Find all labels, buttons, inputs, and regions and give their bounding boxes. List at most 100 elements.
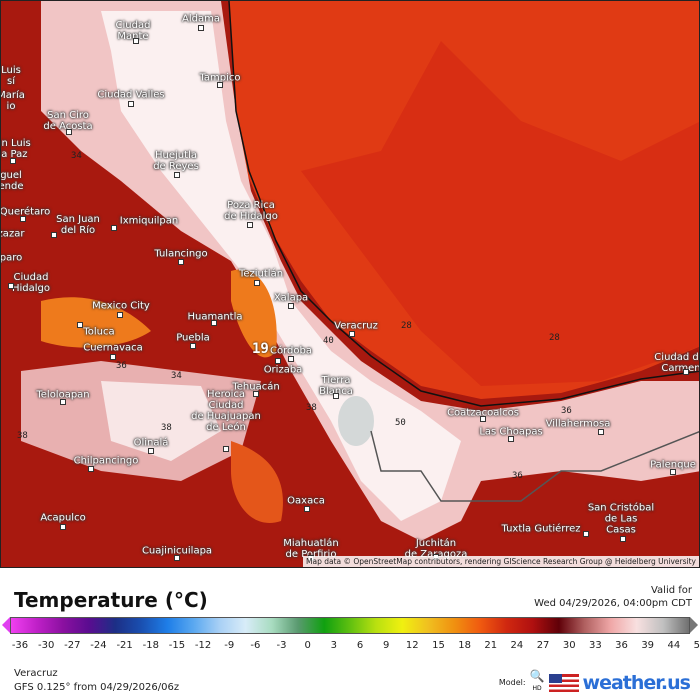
scale-tick-label: 36 (615, 640, 628, 651)
scale-tick-label: 9 (382, 640, 390, 651)
city-marker (253, 391, 259, 397)
city-marker (198, 25, 204, 31)
contour-label: 36 (116, 361, 127, 371)
city-label: Tierra Blanca (319, 375, 353, 397)
city-label: Las Choapas (479, 426, 543, 438)
city-marker (620, 536, 626, 542)
city-marker (683, 369, 689, 375)
city-label: Veracruz (334, 320, 378, 332)
scale-tick-label: 30 (562, 640, 576, 651)
city-marker (304, 506, 310, 512)
city-label: Juchitán de Zaragoza (404, 538, 468, 560)
us-flag-icon (548, 673, 579, 692)
city-label: Ciudad del Carmen (654, 352, 700, 374)
color-scale-ticks: -36 -30 -27 -24 -21 -18 -15 -12 -9 -6 -3 0 3 6 9 12 15 18… (10, 640, 700, 652)
legend-left-arrow (2, 617, 10, 633)
city-marker (88, 466, 94, 472)
city-label: Chilpancingo (73, 455, 139, 467)
city-label: Tuxtla Gutiérrez (501, 523, 581, 535)
city-marker (598, 429, 604, 435)
city-label: Coatzacoalcos (447, 407, 519, 419)
contour-label: 36 (561, 406, 572, 416)
city-marker (190, 343, 196, 349)
map-attribution: Map data © OpenStreetMap contributors, r… (303, 556, 699, 567)
weather-us-logo[interactable]: weather.us (582, 671, 691, 694)
scale-tick-label: 27 (536, 640, 550, 651)
scale-tick-label: 39 (641, 640, 655, 651)
city-marker (211, 320, 217, 326)
scale-tick-label: -9 (224, 640, 235, 651)
contour-label: 28 (401, 321, 412, 331)
scale-tick-label: -24 (90, 640, 107, 651)
city-marker (111, 225, 117, 231)
city-label: Palenque (650, 459, 696, 471)
city-marker (51, 232, 57, 238)
hd-magnifier-icon: 🔍 HD (529, 669, 545, 692)
city-marker (60, 399, 66, 405)
hot-core-south (231, 441, 283, 523)
city-label: Toluca (83, 326, 115, 338)
scale-tick-label: -36 (11, 640, 29, 651)
city-marker (8, 283, 14, 289)
contour-label: 38 (306, 403, 317, 413)
city-marker (275, 358, 281, 364)
contour-label: 36 (512, 471, 523, 481)
city-label: Ciudad Mante (115, 20, 151, 42)
scale-tick-label: -15 (168, 640, 186, 651)
hot-core (41, 269, 277, 358)
city-label: Cuajinicuilapa (141, 545, 213, 557)
valid-time: Valid for Wed 04/29/2026, 04:00pm CDT (534, 584, 692, 610)
scale-tick-label: 33 (589, 640, 602, 651)
city-marker (174, 172, 180, 178)
city-marker (288, 356, 294, 362)
scale-tick-label: 15 (432, 640, 445, 651)
scale-tick-label: 24 (510, 640, 524, 651)
city-label: Ciudad Valles (97, 89, 165, 101)
city-label: Aldama (182, 13, 220, 25)
scale-tick-label: 18 (458, 640, 471, 651)
city-marker (508, 436, 514, 442)
brand-area[interactable]: Model: 🔍 HD weather.us (499, 669, 691, 694)
city-label: Acapulco (40, 512, 86, 524)
whitest-region (101, 11, 461, 521)
contour-label: 40 (323, 336, 334, 346)
min-value-label: 19 (252, 341, 269, 357)
scale-tick-label: -30 (37, 640, 55, 651)
city-label: Tehuacán (232, 381, 280, 393)
location-name: Veracruz (14, 668, 58, 679)
contour-label: 34 (171, 371, 182, 381)
city-marker (254, 280, 260, 286)
scale-tick-label: 0 (304, 640, 311, 651)
scale-tick-label: 44 (667, 640, 681, 651)
city-label: zazar (0, 228, 25, 240)
contour-label: 28 (549, 333, 560, 343)
city-label: Heroica Ciudad de Huajuapan de León (191, 389, 261, 433)
city-marker (148, 448, 154, 454)
city-marker (217, 82, 223, 88)
city-label: Tampico (199, 72, 241, 84)
scale-tick-label: 6 (356, 640, 364, 651)
city-label: Miahuatlán de Porfirio (283, 538, 339, 560)
model-run: GFS 0.125° from 04/29/2026/06z (14, 682, 180, 693)
city-label: Huejutla de Reyes (153, 150, 199, 172)
city-label: Querétaro (0, 206, 51, 218)
city-marker (117, 312, 123, 318)
city-label: San Ciro de Acosta (43, 110, 93, 132)
city-label: Teloloapan (36, 389, 90, 401)
city-marker (247, 222, 253, 228)
city-marker (20, 216, 26, 222)
contour-label: 50 (395, 418, 406, 428)
scale-tick-label: -3 (276, 640, 287, 651)
city-label: Huamantla (187, 311, 243, 323)
city-label: San Cristóbal de Las Casas (587, 502, 655, 536)
city-marker (77, 322, 83, 328)
contour-label: 38 (161, 423, 172, 433)
weather-map[interactable]: Ciudad Mante Aldama Tampico Ciudad Valles Sa… (0, 0, 700, 568)
scale-tick-label: -18 (142, 640, 159, 651)
city-label: Poza Rica de Hidalgo (224, 200, 278, 222)
city-marker (133, 38, 139, 44)
city-marker (480, 416, 486, 422)
city-label: Xalapa (273, 292, 309, 304)
city-label: Villahermosa (545, 418, 611, 430)
city-label: an Luis la Paz (1, 138, 31, 160)
